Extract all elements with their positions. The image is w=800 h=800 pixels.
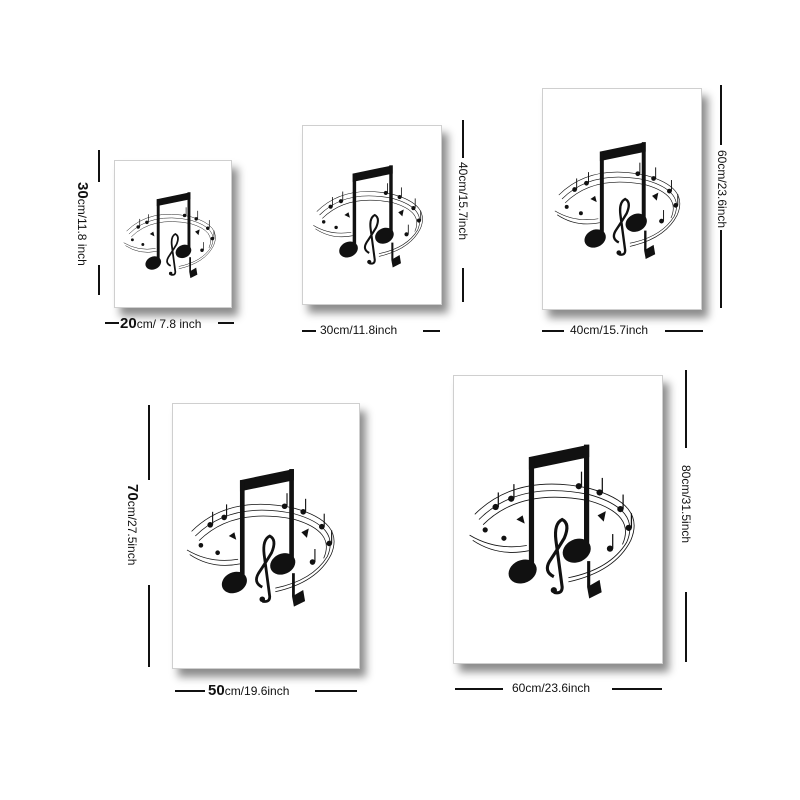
width-label: 20cm/ 7.8 inch xyxy=(120,315,202,332)
height-label: 40cm/15.7inch xyxy=(456,162,470,241)
height-label: 30cm/11.8 inch xyxy=(74,182,91,266)
music-note-icon xyxy=(122,191,217,280)
music-note-icon xyxy=(312,163,424,269)
width-label: 30cm/11.8inch xyxy=(320,323,398,337)
music-note-icon xyxy=(553,140,682,261)
height-label: 80cm/31.5inch xyxy=(679,465,693,544)
height-label: 60cm/23.6inch xyxy=(715,150,729,229)
music-note-icon xyxy=(184,467,337,609)
width-label: 50cm/19.6inch xyxy=(208,682,290,699)
canvas-print-40x60 xyxy=(542,88,702,310)
canvas-print-60x80 xyxy=(453,375,663,664)
width-label: 40cm/15.7inch xyxy=(570,323,649,337)
canvas-print-30x40 xyxy=(302,125,442,305)
canvas-print-50x70 xyxy=(172,403,360,669)
width-label: 60cm/23.6inch xyxy=(512,681,591,695)
music-note-icon xyxy=(454,376,662,663)
canvas-print-20x30 xyxy=(114,160,232,308)
height-label: 70cm/27.5inch xyxy=(124,484,141,566)
